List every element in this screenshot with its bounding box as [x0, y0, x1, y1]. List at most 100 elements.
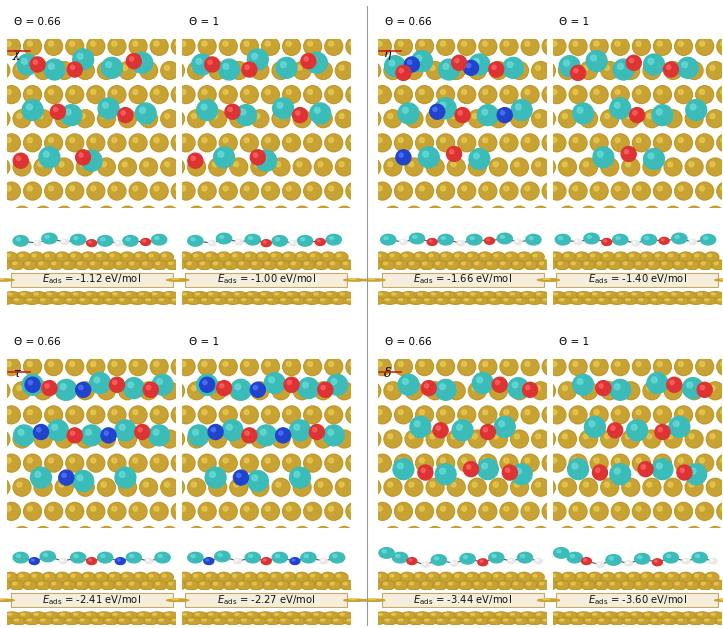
Circle shape: [652, 105, 673, 126]
Circle shape: [48, 409, 54, 414]
Circle shape: [440, 458, 445, 463]
Circle shape: [106, 62, 111, 68]
Circle shape: [392, 293, 396, 295]
Circle shape: [291, 262, 295, 265]
Circle shape: [198, 358, 216, 376]
Circle shape: [294, 526, 311, 544]
Circle shape: [572, 463, 578, 469]
Circle shape: [493, 162, 498, 167]
Circle shape: [48, 420, 68, 441]
Circle shape: [297, 236, 312, 246]
Circle shape: [704, 299, 709, 301]
Circle shape: [656, 575, 659, 577]
Circle shape: [543, 297, 559, 305]
Circle shape: [301, 553, 316, 563]
Circle shape: [241, 454, 258, 472]
Circle shape: [604, 240, 607, 242]
Circle shape: [218, 151, 224, 157]
Circle shape: [471, 580, 486, 590]
Circle shape: [155, 582, 160, 585]
Circle shape: [437, 358, 455, 376]
Circle shape: [268, 619, 272, 621]
Circle shape: [721, 186, 723, 191]
Circle shape: [363, 526, 381, 544]
Circle shape: [122, 482, 127, 487]
Circle shape: [349, 599, 356, 600]
Circle shape: [154, 138, 159, 143]
Circle shape: [483, 186, 488, 191]
Circle shape: [472, 162, 477, 167]
Circle shape: [129, 502, 147, 520]
Circle shape: [479, 406, 497, 424]
Circle shape: [597, 151, 603, 157]
Circle shape: [495, 381, 500, 384]
Circle shape: [283, 38, 301, 55]
Circle shape: [321, 252, 335, 262]
Circle shape: [613, 59, 634, 80]
Circle shape: [304, 297, 320, 305]
Circle shape: [48, 506, 54, 511]
Circle shape: [171, 260, 186, 269]
Circle shape: [325, 182, 343, 200]
Circle shape: [245, 431, 249, 435]
Circle shape: [330, 262, 334, 265]
Circle shape: [202, 186, 207, 191]
Circle shape: [546, 506, 551, 511]
Circle shape: [17, 210, 22, 215]
Circle shape: [40, 619, 45, 621]
Circle shape: [7, 254, 10, 257]
Circle shape: [548, 502, 566, 520]
Circle shape: [413, 572, 427, 582]
Circle shape: [504, 362, 509, 367]
Circle shape: [385, 56, 406, 77]
Circle shape: [256, 252, 270, 262]
Circle shape: [282, 252, 296, 262]
Circle shape: [656, 109, 662, 115]
Circle shape: [686, 464, 706, 485]
Circle shape: [689, 386, 694, 391]
Circle shape: [269, 252, 283, 262]
Circle shape: [195, 614, 200, 615]
Circle shape: [552, 506, 557, 511]
Circle shape: [395, 85, 412, 104]
Circle shape: [73, 293, 77, 295]
Circle shape: [265, 138, 270, 143]
Circle shape: [339, 386, 344, 391]
Circle shape: [455, 575, 459, 577]
Circle shape: [378, 614, 382, 615]
Circle shape: [419, 362, 424, 367]
Circle shape: [275, 555, 280, 558]
Circle shape: [90, 362, 95, 367]
Circle shape: [119, 158, 137, 176]
Circle shape: [127, 580, 141, 590]
Circle shape: [657, 458, 662, 463]
Circle shape: [695, 291, 710, 298]
Circle shape: [627, 252, 641, 262]
Circle shape: [559, 526, 576, 544]
Circle shape: [489, 62, 504, 77]
Circle shape: [244, 458, 249, 463]
Circle shape: [570, 555, 575, 558]
Circle shape: [168, 617, 185, 625]
Circle shape: [525, 138, 530, 143]
Circle shape: [7, 614, 12, 615]
Circle shape: [203, 381, 207, 384]
Circle shape: [436, 426, 440, 430]
Circle shape: [479, 182, 497, 200]
Circle shape: [208, 241, 216, 246]
Circle shape: [573, 89, 578, 94]
Circle shape: [688, 617, 704, 625]
Circle shape: [154, 186, 159, 191]
Circle shape: [482, 463, 487, 469]
Circle shape: [643, 526, 661, 544]
Circle shape: [416, 454, 434, 472]
Circle shape: [304, 454, 322, 472]
Circle shape: [622, 526, 640, 544]
Circle shape: [13, 153, 28, 168]
Circle shape: [171, 114, 175, 119]
Circle shape: [154, 458, 159, 463]
Circle shape: [429, 254, 433, 257]
Circle shape: [207, 575, 210, 577]
Circle shape: [161, 430, 179, 448]
Circle shape: [216, 233, 231, 244]
